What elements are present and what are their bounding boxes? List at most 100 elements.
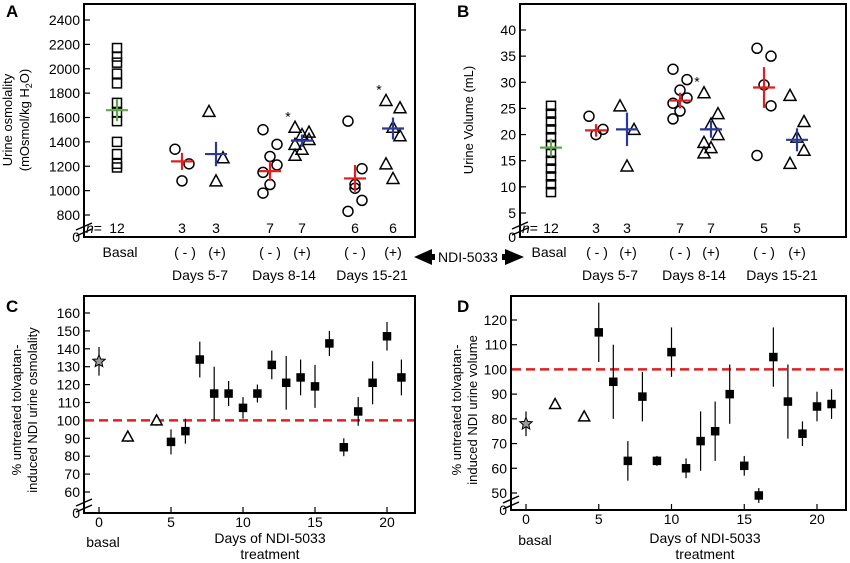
panel-d-ylabel-line1: % untreated tolvaptan- <box>449 345 464 476</box>
panel-b-point-0-3 <box>545 124 557 135</box>
panel-b-point-3-1 <box>681 73 693 86</box>
panel-c-ytick-label-0: 0 <box>72 505 80 521</box>
panel-a-point-6-5 <box>385 170 401 185</box>
panel-a-point-2-1 <box>215 150 231 164</box>
panel-d-point-15 <box>769 352 778 362</box>
panel-a-yticks: 0 800 1000 1200 1400 1600 1800 2000 2200 2400 <box>49 12 93 245</box>
panel-a-count-7: 6 <box>389 220 397 236</box>
panel-d-point-19 <box>827 399 836 409</box>
panel-d-point-14 <box>754 491 764 500</box>
panel-a-point-6-1 <box>392 100 408 114</box>
panel-b-ytick-label-0: 0 <box>508 229 516 245</box>
panel-a-point-6-3 <box>392 128 408 142</box>
panel-a-ytick-label-2200: 2200 <box>49 36 80 52</box>
panel-d-basal-label: basal <box>518 532 551 548</box>
panel-a-point-4-6 <box>287 147 303 162</box>
panel-d-xlabel-line2: treatment <box>675 546 734 562</box>
panel-d-point-7 <box>652 456 662 466</box>
panel-c-axis-break-2 <box>75 504 93 513</box>
panel-a-point-3-2 <box>264 150 276 163</box>
panel-b-points <box>545 42 812 198</box>
panel-c-point-14 <box>325 339 334 348</box>
panel-d-point-4 <box>609 377 618 387</box>
panel-letter-a: A <box>6 2 18 21</box>
panel-b-point-5-4 <box>751 149 763 162</box>
panel-d-ytick-label-80: 80 <box>491 411 507 427</box>
panel-b-sign-4: (+) <box>702 244 720 260</box>
panel-a-point-6-0 <box>378 92 394 107</box>
panel-c-xtick-label-5: 5 <box>167 514 175 530</box>
panel-a-sign-1: ( - ) <box>174 244 196 260</box>
panel-a-ytick-label-1600: 1600 <box>49 110 80 126</box>
panel-a-point-3-3 <box>271 159 283 171</box>
panel-c-point-8 <box>238 403 248 413</box>
panel-c-point-16 <box>353 407 363 416</box>
panel-d-ytick-label-70: 70 <box>491 436 507 452</box>
panel-c-point-17 <box>368 378 377 388</box>
panel-d-point-0 <box>518 415 534 431</box>
panel-a-ytick-label-1400: 1400 <box>49 134 80 150</box>
panel-a-ytick-label-1200: 1200 <box>49 158 80 174</box>
panel-a-axis-break-1 <box>75 222 93 231</box>
panel-c-ytick-label-80: 80 <box>64 448 80 464</box>
treatment-arrow-left-head <box>414 249 432 265</box>
panel-c-point-6 <box>209 389 219 398</box>
panel-d-point-11 <box>710 426 720 436</box>
panel-b-group-days-15-21: Days 15-21 <box>746 267 818 283</box>
panel-a-point-3-6 <box>257 187 269 199</box>
panel-a-point-1-1 <box>183 158 195 170</box>
panel-b-point-6-4 <box>782 155 798 170</box>
panel-b-point-1-0 <box>583 110 595 123</box>
panel-a-sign-2: (+) <box>208 244 226 260</box>
panel-b-point-5-0 <box>751 42 763 55</box>
panel-b-point-0-8 <box>545 163 557 174</box>
panel-c: C % untreated tolvaptan- induced NDI uri… <box>6 295 416 562</box>
panel-a-axis-break-2 <box>75 228 93 237</box>
panel-b-ytick-label-15: 15 <box>500 153 516 169</box>
panel-b-count-3: 3 <box>623 220 631 236</box>
panel-a-group-days-15-21: Days 15-21 <box>336 267 408 283</box>
panel-a-point-3-1 <box>271 138 283 151</box>
panel-c-ytick-label-110: 110 <box>58 395 81 411</box>
panel-c-point-0 <box>91 353 107 368</box>
panel-b-ytick-label-25: 25 <box>500 100 516 116</box>
panel-d-ytick-label-50: 50 <box>491 485 507 501</box>
panel-d-ylabel-line2: induced NDI urine volume <box>465 335 480 485</box>
panel-c-ytick-label-150: 150 <box>57 323 81 339</box>
panel-b-sign-6: (+) <box>788 244 806 260</box>
panel-c-ylabel-line1: % untreated tolvaptan- <box>9 345 24 476</box>
panel-a-point-4-0 <box>287 119 303 133</box>
panel-c-point-11 <box>281 378 291 388</box>
panel-c-point-5 <box>195 355 205 364</box>
panel-c-ytick-label-140: 140 <box>57 341 81 357</box>
panel-b-yticks: 0 5 10 15 20 25 30 35 40 <box>500 22 529 245</box>
treatment-arrow-label: NDI-5033 <box>438 249 498 265</box>
panel-d-ytick-label-100: 100 <box>484 361 508 377</box>
panel-a-point-0-0 <box>111 42 123 54</box>
panel-d-point-1 <box>548 396 562 410</box>
panel-b-sign-1: ( - ) <box>586 244 608 260</box>
panel-a-point-0-3 <box>111 68 123 79</box>
panel-c-points <box>91 321 406 457</box>
panel-a-point-3-4 <box>257 166 269 179</box>
panel-a-sign-5: ( - ) <box>344 244 366 260</box>
panel-d-point-12 <box>725 389 734 399</box>
treatment-arrow-right-head <box>505 249 524 265</box>
panel-c-ylabel-line2: induced NDI urine osmolality <box>25 327 40 493</box>
panel-a-ylabel-line2: (mOsmol/kg H2O) <box>17 69 34 172</box>
panel-a-ytick-label-2000: 2000 <box>49 61 80 77</box>
panel-d-xtick-label-15: 15 <box>736 511 752 527</box>
panel-b-group-days-8-14: Days 8-14 <box>662 267 726 283</box>
panel-a-significance-6: * <box>376 81 382 97</box>
panel-b-point-6-0 <box>782 87 798 102</box>
panel-a-point-0-10 <box>111 158 123 170</box>
panel-b-point-2-0 <box>612 98 628 112</box>
panel-d-point-18 <box>812 402 822 411</box>
panel-a-group-days-8-14: Days 8-14 <box>252 267 316 283</box>
panel-a-point-0-1 <box>111 51 123 62</box>
panel-d-point-6 <box>638 392 647 401</box>
panel-b-counts: 12 3 3 7 7 5 5 <box>543 220 801 236</box>
panel-a-point-5-0 <box>342 115 354 127</box>
